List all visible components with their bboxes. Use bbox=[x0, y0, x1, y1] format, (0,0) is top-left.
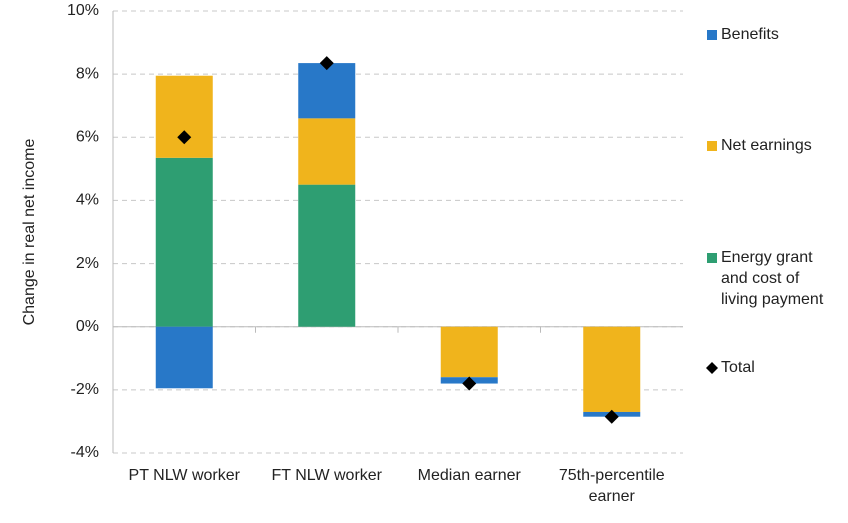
y-axis-title: Change in real net income bbox=[21, 139, 38, 326]
y-tick-label: 10% bbox=[67, 2, 99, 19]
legend-marker bbox=[707, 253, 717, 263]
bar-segment bbox=[298, 63, 356, 119]
x-tick-label: Median earner bbox=[417, 467, 521, 484]
x-tick-label: 75th-percentile earner bbox=[558, 467, 665, 505]
total-marker bbox=[462, 376, 477, 391]
x-tick-label: PT NLW worker bbox=[128, 467, 240, 484]
bar-segment bbox=[583, 326, 641, 412]
x-tick-label: FT NLW worker bbox=[271, 467, 383, 484]
bar-segment bbox=[155, 326, 213, 389]
total-marker bbox=[604, 409, 619, 424]
y-tick-label: -2% bbox=[71, 381, 99, 398]
total-marker bbox=[319, 56, 334, 71]
legend-label: Total bbox=[721, 359, 755, 376]
bar-segment bbox=[155, 157, 213, 327]
y-tick-label: -4% bbox=[71, 444, 99, 461]
legend-label: Benefits bbox=[721, 26, 779, 43]
bar-segment bbox=[155, 75, 213, 158]
bar-segment bbox=[298, 118, 356, 185]
legend-label: Energy grant and cost of living payment bbox=[721, 249, 824, 308]
legend-label: Net earnings bbox=[721, 137, 812, 154]
y-tick-label: 6% bbox=[76, 129, 99, 146]
y-tick-label: 2% bbox=[76, 255, 99, 272]
legend-marker bbox=[706, 362, 718, 374]
bar-segment bbox=[440, 326, 498, 378]
legend-marker bbox=[707, 141, 717, 151]
y-tick-label: 0% bbox=[76, 318, 99, 335]
y-tick-label: 8% bbox=[76, 65, 99, 82]
y-tick-label: 4% bbox=[76, 192, 99, 209]
total-marker bbox=[177, 130, 192, 145]
legend-marker bbox=[707, 30, 717, 40]
bar-segment bbox=[298, 184, 356, 327]
